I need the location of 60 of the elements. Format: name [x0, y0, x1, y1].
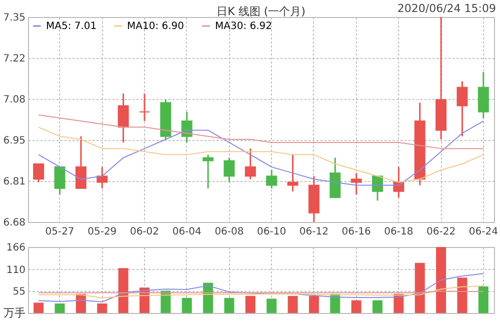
bar [414, 262, 425, 313]
bar [478, 286, 488, 313]
x-tick-label: 06-08 [214, 226, 244, 238]
bar [266, 298, 277, 313]
bar [436, 247, 446, 313]
bar [288, 296, 298, 313]
x-tick-label: 06-22 [426, 226, 456, 238]
bar [54, 303, 65, 313]
candlestick [456, 80, 468, 138]
candlestick [287, 154, 298, 192]
candlestick [139, 92, 150, 122]
candlestick [244, 148, 256, 180]
line-series [38, 285, 484, 298]
y-tick-label: 6.68 [3, 218, 26, 228]
candlestick [75, 136, 86, 190]
text: 2020/06/24 15:09 [397, 2, 496, 15]
x-tick-label: 06-10 [257, 226, 286, 238]
bar [308, 296, 319, 313]
candlestick [54, 166, 66, 196]
bar [160, 290, 171, 313]
bar [97, 303, 108, 313]
y-tick-label: 110 [6, 264, 26, 276]
candlestick [181, 111, 192, 144]
x-tick-label: 05-27 [45, 226, 74, 238]
bar [351, 300, 362, 313]
bar [34, 302, 44, 313]
bar [245, 296, 256, 313]
y-tick-label: 7.35 [3, 12, 26, 24]
y-tick-label: 55 [12, 286, 26, 298]
candlestick [350, 172, 362, 196]
bar [118, 268, 128, 313]
y-tick-label: 6.95 [3, 136, 26, 146]
x-tick-label: 06-18 [384, 226, 414, 238]
bar [457, 278, 468, 313]
legend-label: MA30: 6.92 [215, 21, 272, 32]
y-axis-title: 万手 [4, 306, 26, 320]
candlestick [33, 163, 44, 183]
candlestick [118, 92, 129, 144]
y-tick-label: 7.22 [3, 54, 26, 64]
x-tick-label: 05-29 [88, 226, 117, 238]
candlestick [224, 156, 235, 183]
candlestick [372, 175, 383, 202]
y-tick-label: 6.81 [3, 176, 26, 188]
candlestick [202, 154, 214, 190]
x-tick-label: 06-16 [342, 226, 371, 238]
legend-label: MA10: 6.90 [127, 21, 184, 32]
candlestick [266, 169, 278, 190]
x-tick-label: 06-12 [299, 226, 328, 238]
y-tick-label: 7.08 [3, 94, 26, 106]
bar [182, 298, 192, 313]
x-tick-label: 06-04 [172, 226, 202, 238]
bar [372, 300, 382, 313]
x-tick-label: 06-24 [468, 226, 498, 238]
chart-title: 日K 线图 (一个月) [216, 5, 306, 18]
y-tick-label: 166 [6, 242, 26, 254]
line-series [38, 273, 484, 302]
legend-label: MA5: 7.01 [46, 21, 97, 32]
x-tick-label: 06-02 [130, 226, 160, 238]
bar [224, 298, 234, 313]
candlestick [96, 166, 108, 190]
